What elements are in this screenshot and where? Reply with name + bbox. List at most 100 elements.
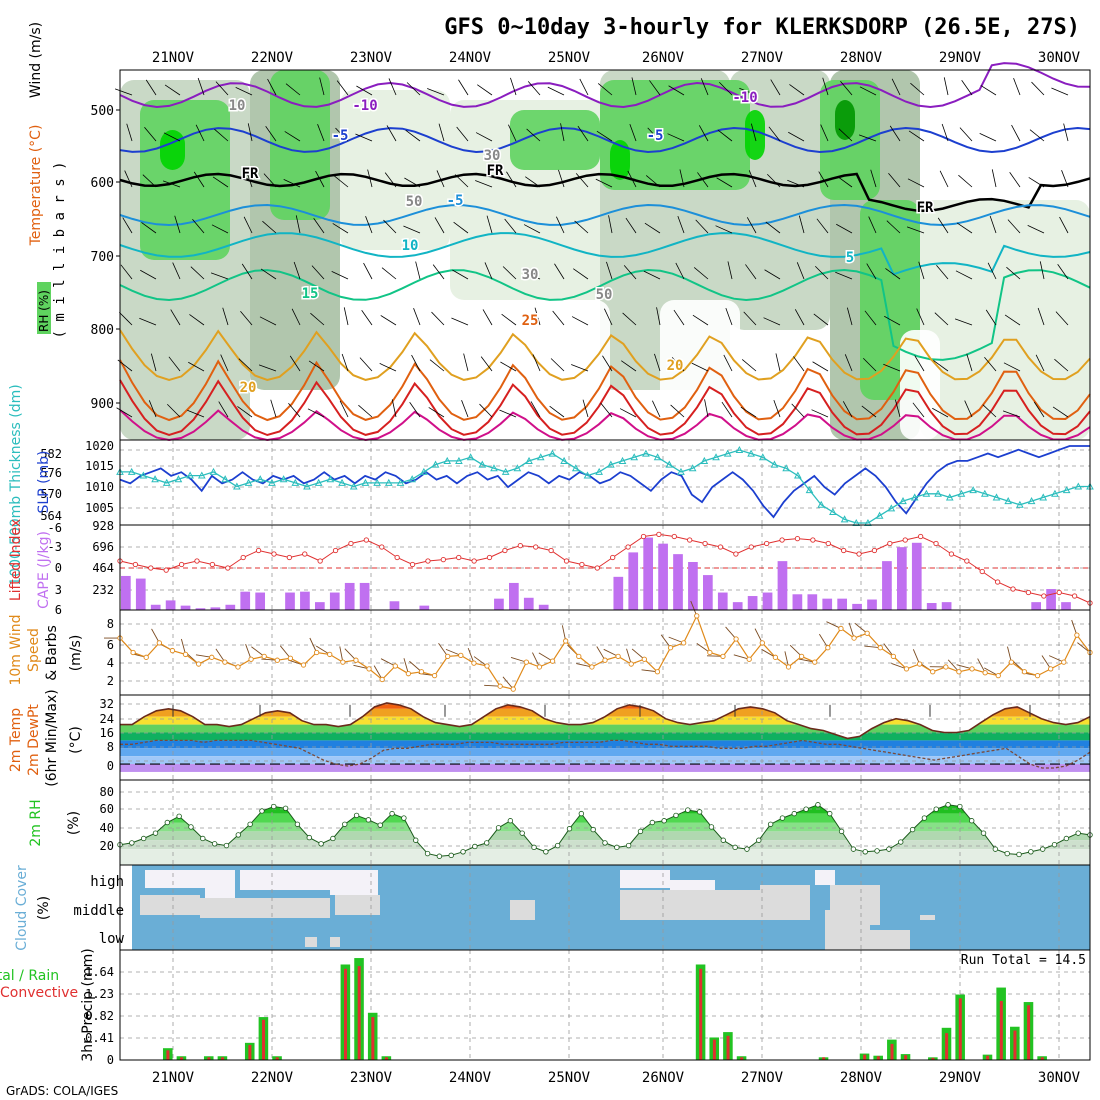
rh-marker xyxy=(649,819,656,826)
wind10-barb xyxy=(660,634,671,648)
wind10-marker xyxy=(523,659,530,665)
precip-conv-bar xyxy=(863,1054,867,1060)
rh-marker xyxy=(957,803,963,810)
cloud-high-block xyxy=(815,870,835,885)
thickness-marker xyxy=(712,453,720,461)
wind-barb xyxy=(220,354,229,372)
precip-conv-bar xyxy=(262,1019,266,1060)
wind-barb xyxy=(211,224,229,234)
lifted-index-line xyxy=(119,533,1091,604)
wind-barb xyxy=(937,217,949,234)
precip-conv-bar xyxy=(999,1000,1003,1060)
thickness-marker xyxy=(840,515,849,523)
cape-bar xyxy=(255,592,266,610)
rh-marker xyxy=(424,850,431,857)
precip-conv-bar xyxy=(876,1056,880,1060)
wind-barb xyxy=(436,170,445,188)
wind-barb xyxy=(837,176,853,188)
rh-marker xyxy=(696,809,703,815)
wind10-unit-group: (m/s) xyxy=(68,635,84,672)
rh-band xyxy=(120,813,1090,823)
wind-barb xyxy=(907,178,925,188)
wind-barb xyxy=(750,123,757,142)
temp-line xyxy=(120,702,1091,740)
rh-marker xyxy=(969,818,975,824)
rh-marker xyxy=(554,842,561,849)
rh-marker xyxy=(803,806,809,812)
rh-marker xyxy=(614,844,620,851)
lifted-index-marker xyxy=(148,565,154,571)
wind-barb xyxy=(1006,266,1021,280)
wind-barb xyxy=(577,125,589,142)
wind10-barb xyxy=(854,622,868,634)
precip-panel xyxy=(119,949,1091,1061)
rh-marker xyxy=(507,818,514,824)
wind-barb xyxy=(768,126,781,142)
thickness-marker xyxy=(384,478,393,486)
wind-barb xyxy=(813,313,829,326)
wind-barb xyxy=(245,169,253,188)
lifted-index-marker xyxy=(209,561,216,568)
precip-conv-bar xyxy=(958,998,962,1060)
wind-barb xyxy=(222,307,229,326)
wind10-marker xyxy=(510,686,516,692)
temp-band xyxy=(120,732,1090,741)
wind-barb xyxy=(936,264,949,280)
wind-barb xyxy=(379,363,397,372)
date-tick-bottom: 23NOV xyxy=(350,1070,393,1086)
rh-marker xyxy=(708,824,715,830)
lifted-index-marker xyxy=(825,540,831,547)
wind-barb xyxy=(1039,261,1045,280)
wind-barb xyxy=(621,360,637,372)
wind10-barb xyxy=(631,648,645,660)
wind-barb xyxy=(987,262,997,280)
upper-ylabel-mb: ( m i l l i b a r s ) xyxy=(52,161,68,338)
date-tick-top: 21NOV xyxy=(152,50,195,66)
rh-marker xyxy=(342,821,348,827)
wind10-marker xyxy=(602,657,608,663)
thickness-line xyxy=(120,449,1090,524)
wind-barb xyxy=(1031,81,1045,96)
temp-band xyxy=(120,724,1090,733)
wind-barb xyxy=(862,357,877,372)
rh-marker xyxy=(259,808,265,814)
wind-barb xyxy=(654,353,661,372)
wind-barb xyxy=(262,220,277,234)
wind-barb xyxy=(140,269,157,280)
thickness-marker xyxy=(501,467,510,475)
wind10-marker xyxy=(667,645,674,651)
wind-barb xyxy=(336,80,349,96)
wind-barb xyxy=(404,177,421,188)
rh-marker xyxy=(1016,851,1022,858)
rh-marker xyxy=(188,824,194,830)
wind-barb xyxy=(192,218,205,234)
wind10-marker xyxy=(589,664,595,670)
thickness-marker xyxy=(513,464,522,472)
wind-barb xyxy=(190,266,205,280)
thickness-marker xyxy=(303,482,311,490)
cape-bar xyxy=(688,561,698,610)
wind-barb xyxy=(335,127,349,142)
wind-barb xyxy=(606,261,613,280)
lifted-index-marker xyxy=(887,540,893,547)
rh-legend-label: RH (%) xyxy=(37,290,51,332)
contour-label: -5 xyxy=(647,128,664,144)
rh-marker xyxy=(862,849,868,855)
rh-marker xyxy=(543,849,549,855)
wind10-barb xyxy=(538,652,553,662)
wind-barb xyxy=(656,307,661,326)
precip-conv-bar xyxy=(740,1057,744,1060)
wind10-barb xyxy=(761,648,776,658)
contour-label: FR xyxy=(242,166,259,182)
wind-barb xyxy=(788,131,805,142)
thickness-marker xyxy=(139,471,148,479)
wind10-marker xyxy=(628,661,634,667)
rh-marker xyxy=(484,840,490,846)
thickness-marker xyxy=(980,489,989,497)
rh-bands xyxy=(120,804,1090,865)
thickness-marker xyxy=(1027,497,1036,505)
wind-barb xyxy=(1035,354,1045,372)
lifted-index-marker xyxy=(317,558,323,564)
lifted-index-marker xyxy=(471,558,477,564)
rh-marker xyxy=(389,810,395,817)
